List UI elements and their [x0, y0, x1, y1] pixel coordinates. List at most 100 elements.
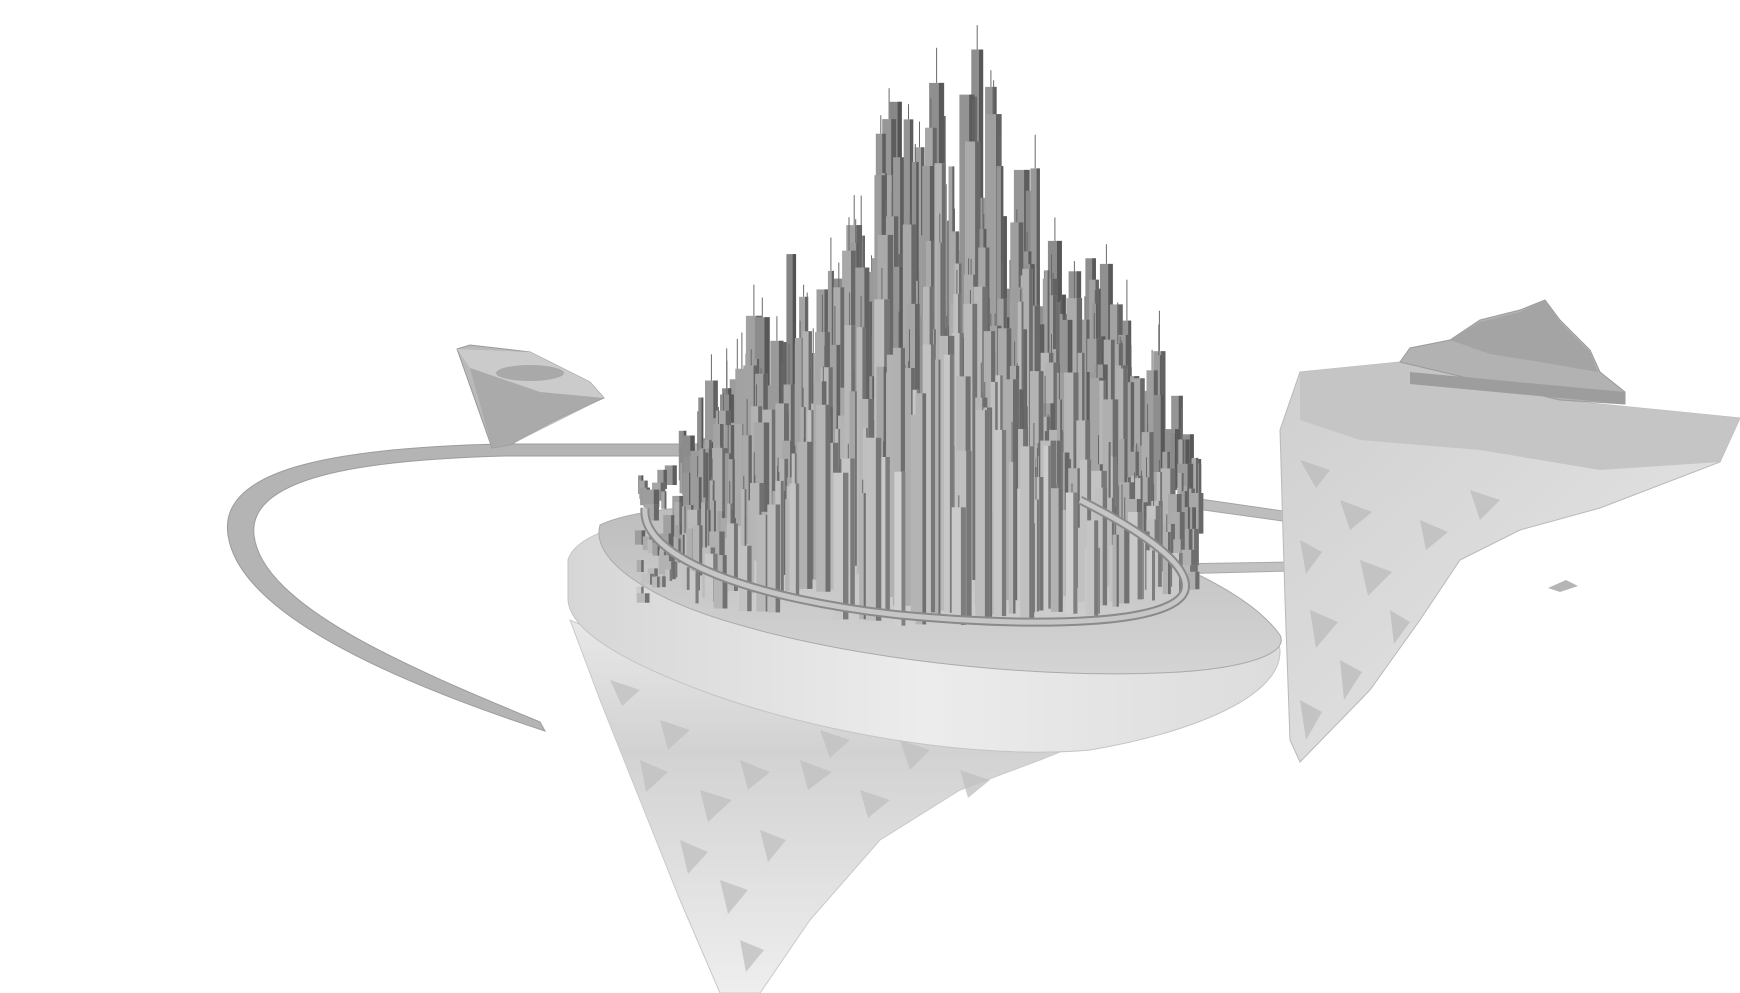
spire-tower-shadow	[1137, 512, 1143, 600]
spire-tower-shadow	[641, 560, 644, 572]
spire-tower-shadow	[684, 506, 687, 534]
spire-tower	[1050, 488, 1063, 612]
spire-tower	[1191, 457, 1199, 512]
spire-tower-shadow	[698, 477, 702, 538]
spire-tower-shadow	[657, 542, 661, 556]
spire-tower-shadow	[662, 576, 666, 588]
spire-tower-shadow	[645, 593, 650, 603]
spire-tower-shadow	[657, 576, 660, 588]
spire-tower-shadow	[775, 504, 781, 613]
spire-tower	[652, 542, 661, 556]
spire-tower	[664, 465, 677, 485]
spire-tower-shadow	[669, 569, 673, 581]
spire-tower-shadow	[1160, 395, 1165, 507]
spire-tower	[786, 254, 796, 495]
spire-tower-shadow	[960, 507, 966, 625]
spire-tower-shadow	[1187, 507, 1190, 542]
spire-tower-shadow	[875, 437, 882, 621]
spire-tower-shadow	[825, 404, 831, 592]
spire-tower-shadow	[722, 576, 728, 609]
spire-city	[634, 25, 1204, 626]
spire-tower-shadow	[1039, 477, 1044, 611]
spire-tower-shadow	[671, 515, 676, 537]
spire-tower	[1184, 488, 1195, 523]
spire-tower	[1171, 432, 1177, 490]
spire-tower	[701, 502, 708, 563]
spire-tower	[636, 586, 644, 597]
spire-tower-shadow	[708, 448, 714, 511]
spire-tower-shadow	[885, 457, 890, 615]
spire-tower	[1086, 520, 1099, 616]
spire-tower	[1184, 507, 1190, 542]
spire-tower-shadow	[732, 459, 735, 540]
spire-tower-shadow	[850, 458, 855, 612]
spire-tower-shadow	[679, 502, 682, 542]
spire-tower-shadow	[922, 393, 927, 625]
spire-tower	[1172, 552, 1183, 598]
spire-tower	[915, 393, 927, 625]
spire-tower-shadow	[1174, 432, 1177, 490]
spire-tower-shadow	[1170, 523, 1175, 577]
spire-tower	[655, 576, 666, 588]
spire-tower-shadow	[668, 533, 674, 553]
spire-tower	[859, 493, 867, 620]
spire-tower	[894, 471, 906, 626]
spire-tower-shadow	[1073, 492, 1078, 614]
small-rock-fragment	[1548, 580, 1578, 592]
spire-tower	[789, 483, 800, 600]
spire-tower-shadow	[795, 483, 800, 600]
spire-tower	[1079, 459, 1092, 591]
spire-tower	[742, 435, 752, 544]
spire-tower-shadow	[984, 410, 990, 621]
spire-tower-shadow	[641, 586, 644, 597]
spire-tower	[802, 331, 812, 550]
spire-tower-shadow	[1036, 499, 1039, 612]
spire-tower	[1099, 380, 1106, 548]
spire-tower-shadow	[1124, 523, 1130, 604]
spire-tower-shadow	[1130, 382, 1135, 520]
spire-tower-shadow	[863, 493, 867, 620]
spire-tower-shadow	[901, 471, 906, 626]
spire-tower	[661, 491, 667, 509]
spire-tower-shadow	[792, 254, 797, 495]
spire-tower	[943, 354, 954, 613]
spire-tower-shadow	[1158, 546, 1162, 587]
spire-tower-shadow	[1029, 446, 1035, 618]
spire-tower	[794, 338, 806, 544]
spire-tower-shadow	[1094, 520, 1099, 616]
spire-tower-shadow	[686, 567, 690, 590]
spire-tower-shadow	[1198, 493, 1204, 534]
spire-tower-shadow	[930, 344, 936, 613]
spire-tower	[657, 469, 667, 489]
spire-tower	[665, 569, 673, 581]
spire-tower	[699, 449, 706, 524]
spire-tower	[728, 459, 735, 540]
spire-tower-shadow	[1196, 457, 1199, 512]
spire-tower-shadow	[1073, 372, 1079, 562]
spire-tower	[674, 502, 682, 542]
spire-tower-shadow	[1192, 507, 1196, 542]
spire-tower	[1182, 529, 1193, 566]
spire-tower-shadow	[807, 441, 813, 589]
spire-tower-shadow	[705, 502, 708, 563]
spire-tower-shadow	[763, 422, 770, 561]
spire-tower-shadow	[663, 469, 667, 489]
spire-tower-shadow	[949, 354, 954, 613]
spire-tower-shadow	[653, 489, 660, 508]
spire-tower	[636, 593, 650, 603]
spire-tower	[1185, 507, 1196, 542]
floating-island-right	[1279, 299, 1740, 763]
spire-tower	[652, 576, 660, 588]
spire-tower-shadow	[672, 465, 677, 485]
spire-tower	[1105, 497, 1116, 587]
spire-tower	[680, 506, 687, 534]
spire-tower-shadow	[1048, 445, 1051, 609]
spire-tower-shadow	[678, 538, 681, 563]
spire-tower-shadow	[705, 452, 709, 512]
spire-tower-shadow	[966, 450, 972, 625]
spire-tower	[1146, 550, 1156, 601]
spire-tower-shadow	[1001, 429, 1007, 617]
spire-tower	[1151, 546, 1162, 587]
spire-tower-shadow	[747, 545, 752, 612]
